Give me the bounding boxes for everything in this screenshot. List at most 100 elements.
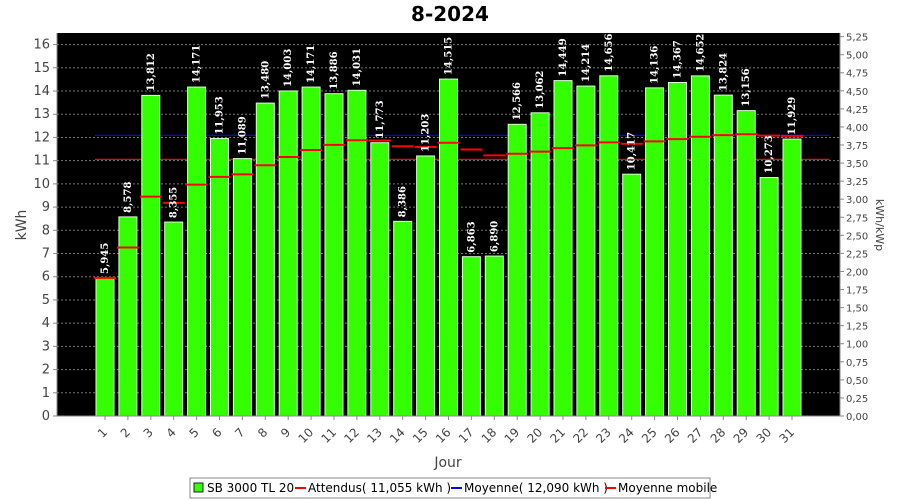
y2-tick-label: 3,50 — [846, 159, 868, 170]
x-tick-label: 18 — [479, 425, 500, 446]
y-tick-label: 5 — [42, 293, 50, 308]
bar — [599, 75, 619, 417]
data-label: 11,203 — [421, 114, 432, 152]
x-tick-label: 28 — [708, 425, 729, 446]
y-tick-label: 3 — [42, 339, 50, 354]
data-label: 14,367 — [673, 40, 684, 78]
x-tick-label: 15 — [410, 425, 431, 446]
bar — [347, 89, 367, 417]
bar — [461, 256, 481, 417]
bar — [507, 123, 527, 417]
x-tick-label: 3 — [141, 425, 156, 440]
y2-tick-label: 4,00 — [846, 123, 868, 134]
x-tick-label: 12 — [341, 425, 362, 446]
bars — [95, 75, 802, 417]
data-label: 13,480 — [260, 61, 271, 99]
x-tick-label: 20 — [525, 425, 546, 446]
bar — [782, 138, 802, 417]
x-tick-label: 5 — [186, 425, 201, 440]
bar — [324, 93, 344, 417]
y2-tick-label: 3,25 — [846, 177, 868, 188]
data-label: 14,214 — [581, 44, 592, 82]
x-tick-label: 1 — [95, 425, 110, 440]
data-label: 14,515 — [444, 37, 455, 75]
y2-tick-label: 0,00 — [846, 412, 868, 423]
y2-tick-label: 1,00 — [846, 340, 868, 351]
bar — [232, 158, 252, 417]
y2-tick-label: 3,00 — [846, 195, 868, 206]
y2-tick-label: 4,25 — [846, 105, 868, 116]
data-label: 13,156 — [741, 68, 752, 106]
bar — [576, 85, 596, 417]
data-label: 6,863 — [466, 221, 477, 252]
legend-label: Moyenne mobile — [618, 481, 717, 495]
y2-tick-label: 0,25 — [846, 394, 868, 405]
data-label: 11,089 — [237, 116, 248, 154]
data-label: 5,945 — [100, 243, 111, 274]
legend-swatch — [193, 482, 204, 493]
x-tick-label: 19 — [502, 425, 523, 446]
bar — [301, 86, 321, 417]
y-tick-label: 6 — [42, 270, 50, 285]
y2-tick-label: 2,25 — [846, 249, 868, 260]
legend-box — [189, 477, 711, 499]
x-tick-label: 4 — [164, 425, 179, 440]
bar — [278, 90, 298, 417]
y2-tick-label: 0,50 — [846, 376, 868, 387]
x-tick-label: 13 — [364, 425, 385, 446]
bar — [484, 255, 504, 417]
legend: SB 3000 TL 20 Attendus( 11,055 kWh ) Moyen… — [189, 477, 717, 499]
y2-tick-label: 2,75 — [846, 213, 868, 224]
y-tick-label: 7 — [42, 247, 50, 262]
bar — [141, 94, 161, 417]
y2-tick-label: 1,25 — [846, 322, 868, 333]
y2-tick-label: 4,50 — [846, 87, 868, 98]
data-label: 13,824 — [718, 53, 729, 91]
data-label: 13,812 — [146, 53, 157, 91]
x-tick-label: 26 — [662, 425, 683, 446]
y2-tick-label: 1,50 — [846, 304, 868, 315]
y2-tick-label: 0,75 — [846, 358, 868, 369]
x-axis-label: Jour — [433, 455, 462, 471]
data-label: 6,890 — [489, 221, 500, 252]
y-tick-label: 12 — [33, 130, 50, 145]
y-tick-label: 9 — [42, 200, 50, 215]
bar — [210, 138, 229, 417]
data-label: 13,062 — [535, 70, 546, 108]
y-tick-label: 15 — [33, 61, 50, 76]
x-tick-label: 31 — [776, 425, 797, 446]
data-label: 14,031 — [352, 48, 363, 86]
bar — [164, 221, 184, 417]
y-tick-label: 11 — [33, 154, 50, 169]
bar — [690, 75, 710, 417]
data-label: 14,449 — [558, 38, 569, 76]
y2-axis: 0,00 0,25 0,50 0,75 1,00 1,25 1,50 1,75 2,00 2,25… — [839, 33, 868, 423]
x-tick-label: 17 — [456, 425, 477, 446]
bar — [95, 277, 115, 417]
data-label: 10,417 — [627, 132, 638, 170]
data-label: 14,136 — [650, 46, 661, 84]
value-labels: 5,945 8,578 13,812 8,355 14,171 11,953 11,089 1… — [100, 33, 798, 274]
data-label: 14,656 — [604, 33, 615, 71]
x-tick-label: 23 — [593, 425, 614, 446]
data-label: 11,953 — [215, 96, 226, 134]
data-label: 8,355 — [169, 187, 180, 218]
x-tick-label: 16 — [433, 425, 454, 446]
x-tick-label: 27 — [685, 425, 706, 446]
bar — [255, 102, 275, 417]
x-tick-label: 22 — [570, 425, 591, 446]
bar — [530, 112, 550, 417]
y-axis-label: kWh — [14, 210, 30, 241]
bar — [370, 142, 390, 417]
x-tick-label: 6 — [209, 425, 224, 440]
data-label: 11,773 — [375, 100, 386, 138]
data-label: 10,273 — [764, 135, 775, 173]
bar — [713, 94, 733, 417]
y-tick-label: 14 — [33, 84, 50, 99]
legend-label: Attendus( 11,055 kWh ) — [308, 481, 451, 495]
y-tick-label: 2 — [42, 363, 50, 378]
data-label: 13,886 — [329, 51, 340, 89]
data-label: 14,003 — [283, 49, 294, 87]
data-label: 11,929 — [787, 97, 798, 135]
